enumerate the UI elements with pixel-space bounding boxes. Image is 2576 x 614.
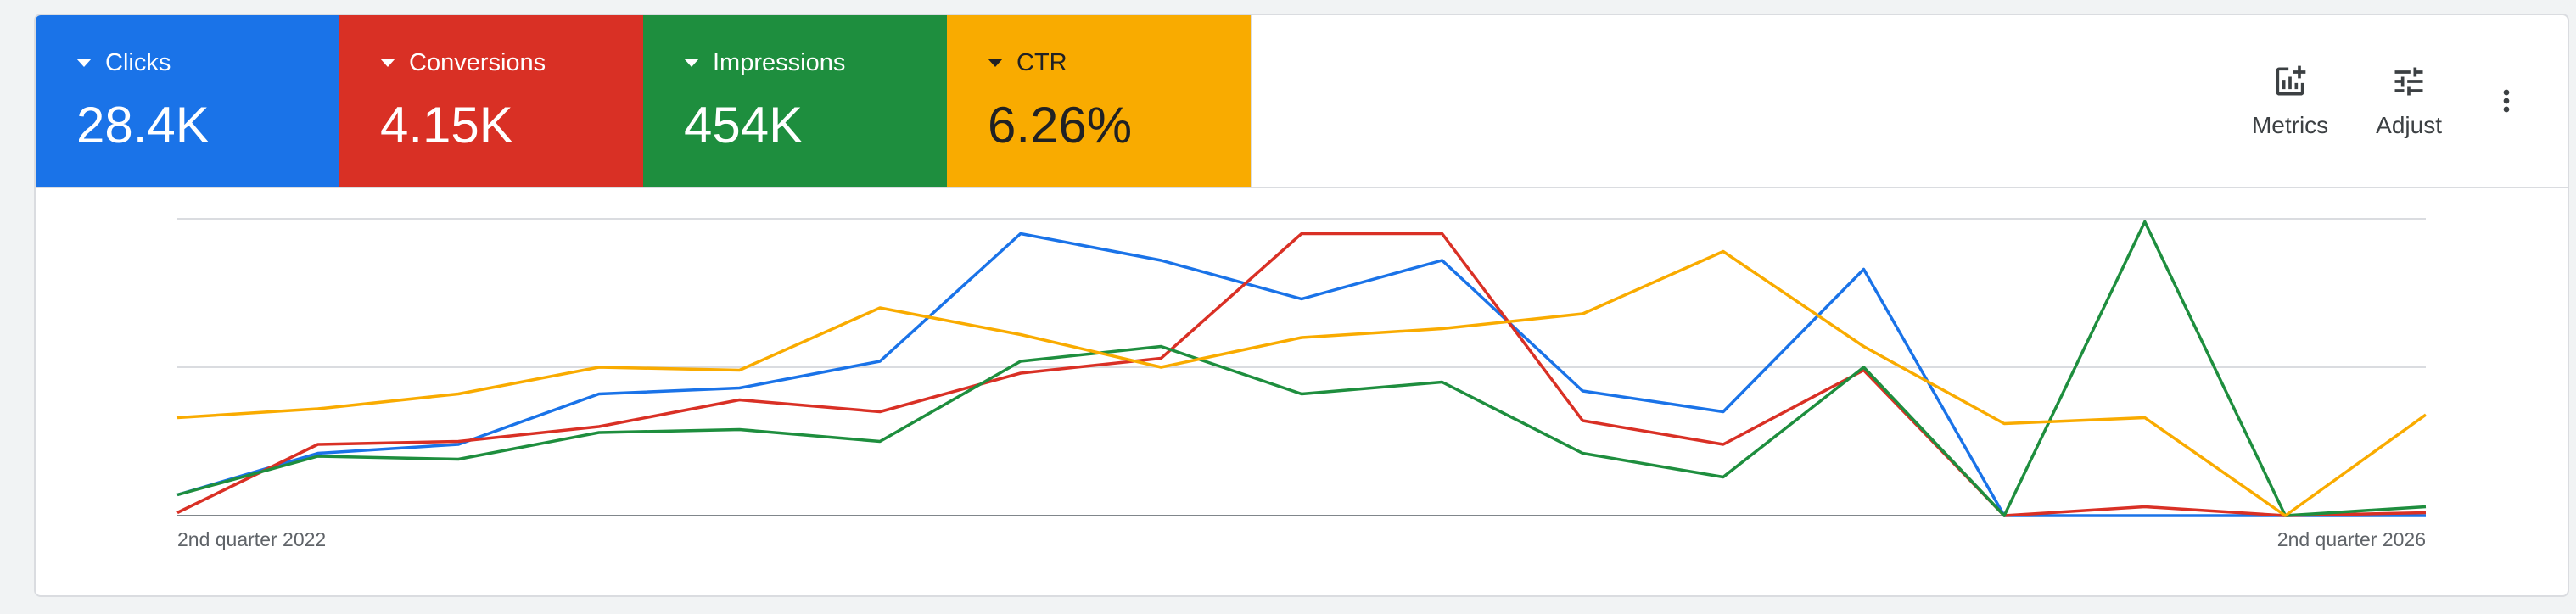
series-line-ctr (176, 249, 2428, 517)
scorecard-label: CTR (1016, 48, 1067, 76)
scorecard-value: 6.26% (988, 97, 1133, 154)
line-chart: 2nd quarter 2022 2nd quarter 2026 (176, 218, 2428, 550)
scorecard-value: 4.15K (380, 97, 513, 154)
chart-grid (177, 218, 2426, 516)
scorecard-clicks[interactable]: Clicks 28.4K (36, 15, 339, 187)
scorecard-label: Impressions (713, 48, 846, 76)
add-chart-icon (2276, 65, 2306, 96)
scorecard-value: 28.4K (76, 97, 210, 154)
tune-icon (2394, 67, 2423, 96)
metrics-button[interactable]: Metrics (2252, 63, 2328, 139)
scorecard-label: Clicks (105, 48, 171, 76)
performance-card: Clicks 28.4K Conversions 4.15K Impressio… (34, 14, 2569, 597)
adjust-label: Adjust (2376, 112, 2442, 138)
series-line-clicks (176, 232, 2426, 517)
chart-toolbar: Metrics Adjust (2252, 15, 2568, 187)
series-line-conversions (176, 232, 2427, 517)
x-tick-label-start: 2nd quarter 2022 (177, 528, 326, 550)
x-tick-label-end: 2nd quarter 2026 (2277, 528, 2426, 550)
chart-series (176, 220, 2428, 517)
scorecard-conversions[interactable]: Conversions 4.15K (339, 15, 643, 187)
dropdown-arrow-icon[interactable] (988, 59, 1003, 67)
scorecard-label: Conversions (409, 48, 546, 76)
dropdown-arrow-icon[interactable] (76, 59, 92, 67)
more-options-button[interactable] (2489, 84, 2523, 118)
scorecard-impressions[interactable]: Impressions 454K (643, 15, 947, 187)
metrics-label: Metrics (2251, 112, 2329, 138)
dropdown-arrow-icon[interactable] (380, 59, 395, 67)
adjust-button[interactable]: Adjust (2376, 63, 2442, 139)
more-vert-icon (2503, 89, 2510, 113)
series-line-impressions (176, 220, 2427, 517)
scorecard-value: 454K (684, 97, 804, 154)
header-divider (36, 187, 2568, 188)
scorecard-ctr[interactable]: CTR 6.26% (947, 15, 1252, 187)
scorecard-row: Clicks 28.4K Conversions 4.15K Impressio… (36, 15, 1252, 187)
dropdown-arrow-icon[interactable] (684, 59, 699, 67)
